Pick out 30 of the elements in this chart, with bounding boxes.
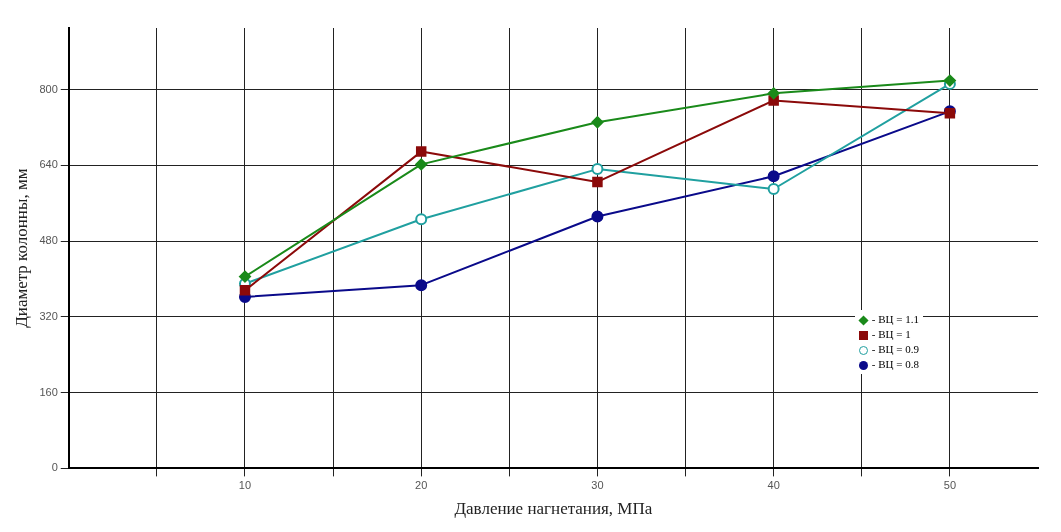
legend-label: - ВЦ = 0.9 <box>871 343 919 355</box>
legend-label: - ВЦ = 0.8 <box>871 358 919 370</box>
point <box>415 213 428 226</box>
y-tick-label: 640 <box>39 158 58 171</box>
y-tick-label: 0 <box>51 461 58 474</box>
point <box>415 158 428 171</box>
x-tick-label: 30 <box>591 479 604 492</box>
x-tick-label: 40 <box>767 479 780 492</box>
legend-label: - ВЦ = 1.1 <box>871 313 919 325</box>
point <box>591 116 604 129</box>
legend-label: - ВЦ = 1 <box>871 328 911 340</box>
point <box>415 279 428 292</box>
point <box>591 163 604 176</box>
x-axis-title: Давление нагнетания, МПа <box>454 499 653 519</box>
y-axis-title: Диаметр колонны, мм <box>11 168 31 328</box>
y-tick-label: 320 <box>39 309 58 322</box>
y-tick-label: 160 <box>39 385 58 398</box>
x-tick-label: 50 <box>943 479 957 492</box>
y-tick-label: 800 <box>39 82 58 95</box>
point <box>238 270 251 283</box>
point <box>415 146 427 157</box>
point <box>767 87 780 100</box>
point <box>767 170 780 183</box>
x-tick-label: 20 <box>415 479 428 492</box>
point <box>767 183 780 196</box>
point <box>592 176 603 188</box>
y-tick-label: 480 <box>39 234 58 247</box>
x-tick-label: 10 <box>238 479 252 492</box>
point <box>239 285 251 296</box>
point <box>591 210 604 223</box>
